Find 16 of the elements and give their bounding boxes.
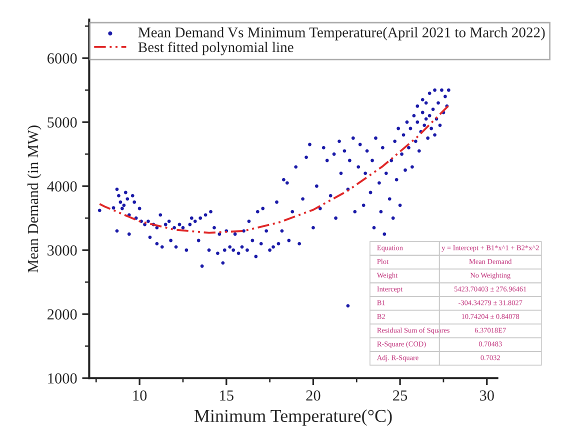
x-tick-label: 30 — [480, 390, 494, 401]
legend-label: Mean Demand Vs Minimum Temperature(April 2021 to March 2022) — [138, 27, 545, 40]
x-tick-label: 20 — [306, 390, 320, 401]
y-tick-label: 1000 — [48, 373, 77, 384]
y-tick-label: 5000 — [48, 117, 77, 128]
y-tick-label: 6000 — [47, 53, 77, 64]
y-axis-title: Mean Demand (in MW) — [27, 126, 42, 273]
x-tick-label: 10 — [133, 390, 147, 401]
legend-label: Best fitted polynomial line — [138, 42, 294, 56]
line-series — [98, 104, 450, 234]
x-tick-label: 15 — [220, 390, 234, 401]
x-tick-label: 25 — [393, 390, 408, 401]
y-tick-label: 2000 — [48, 309, 77, 320]
x-axis-title: Minimum Temperature(°C) — [194, 409, 392, 426]
y-tick-label: 3000 — [48, 245, 77, 256]
y-tick-label: 4000 — [47, 181, 77, 192]
